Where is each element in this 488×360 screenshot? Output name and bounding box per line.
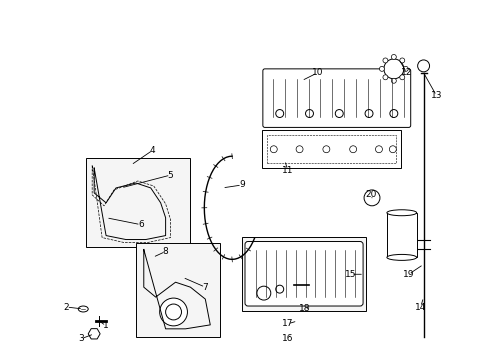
Circle shape [382,58,387,63]
Text: 7: 7 [202,283,208,292]
Bar [242,237,366,311]
Text: 20: 20 [365,190,376,199]
Circle shape [379,66,384,71]
Text: 18: 18 [298,305,310,314]
Circle shape [305,109,313,117]
Circle shape [322,146,329,153]
Text: 5: 5 [167,171,173,180]
Polygon shape [88,329,100,339]
Text: 16: 16 [282,334,293,343]
Bar [262,130,400,168]
Circle shape [417,60,428,72]
Circle shape [365,109,372,117]
Bar [266,135,395,163]
Circle shape [364,190,379,206]
Bar [86,158,190,247]
Circle shape [275,109,283,117]
Text: 19: 19 [402,270,414,279]
Circle shape [349,146,356,153]
Text: 13: 13 [430,91,441,100]
Text: 9: 9 [239,180,244,189]
Text: 4: 4 [150,146,155,155]
Ellipse shape [78,306,88,312]
Text: 15: 15 [345,270,356,279]
Circle shape [399,75,404,80]
Text: 12: 12 [400,68,411,77]
Circle shape [256,286,270,300]
Circle shape [335,109,343,117]
Ellipse shape [386,210,416,216]
Text: 17: 17 [282,319,293,328]
Circle shape [375,146,382,153]
Circle shape [165,304,181,320]
Text: 8: 8 [163,247,168,256]
Text: 10: 10 [311,68,323,77]
FancyBboxPatch shape [244,242,362,306]
Circle shape [296,146,303,153]
Text: 1: 1 [103,321,109,330]
Circle shape [403,66,407,71]
Text: 6: 6 [138,220,143,229]
Circle shape [390,78,395,83]
Ellipse shape [386,255,416,260]
Circle shape [383,59,403,79]
Circle shape [382,75,387,80]
Text: 11: 11 [282,166,293,175]
FancyBboxPatch shape [263,69,410,127]
Circle shape [389,109,397,117]
Circle shape [390,54,395,59]
Circle shape [160,298,187,326]
Text: 3: 3 [78,334,84,343]
Circle shape [399,58,404,63]
Bar [136,243,220,337]
Circle shape [270,146,277,153]
Text: 14: 14 [414,302,426,311]
Circle shape [388,146,395,153]
Text: 2: 2 [63,302,69,311]
Circle shape [275,285,283,293]
Bar [386,213,416,257]
